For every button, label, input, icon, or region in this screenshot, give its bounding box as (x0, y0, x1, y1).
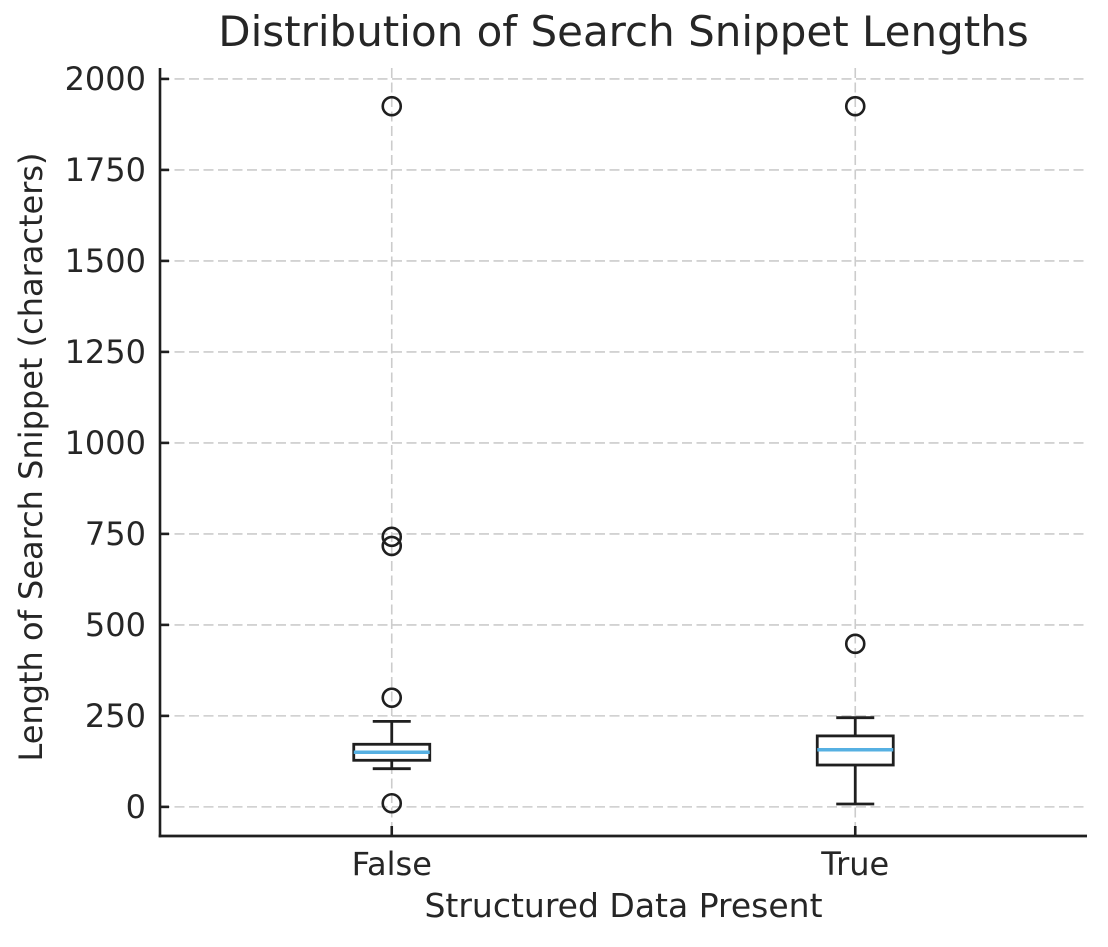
y-tick-label: 0 (126, 788, 146, 826)
y-tick-label: 1000 (65, 424, 146, 462)
outlier-point-false (381, 792, 403, 814)
x-tick-label-false: False (352, 845, 432, 883)
y-tick-label: 750 (85, 515, 146, 553)
chart-title: Distribution of Search Snippet Lengths (218, 7, 1029, 56)
y-tick-label: 1250 (65, 333, 146, 371)
y-tick-label: 2000 (65, 60, 146, 98)
outlier-point-true (844, 633, 866, 655)
x-axis-label: Structured Data Present (424, 886, 823, 925)
y-tick-label: 250 (85, 697, 146, 735)
outlier-point-false (381, 95, 403, 117)
x-tick-label-true: True (820, 845, 889, 883)
outlier-point-false (381, 526, 403, 548)
outlier-point-false (381, 687, 403, 708)
y-tick-label: 1750 (65, 151, 146, 189)
outlier-point-true (844, 95, 866, 117)
y-tick-label: 1500 (65, 242, 146, 280)
y-tick-label: 500 (85, 606, 146, 644)
outlier-point-false (381, 535, 403, 557)
